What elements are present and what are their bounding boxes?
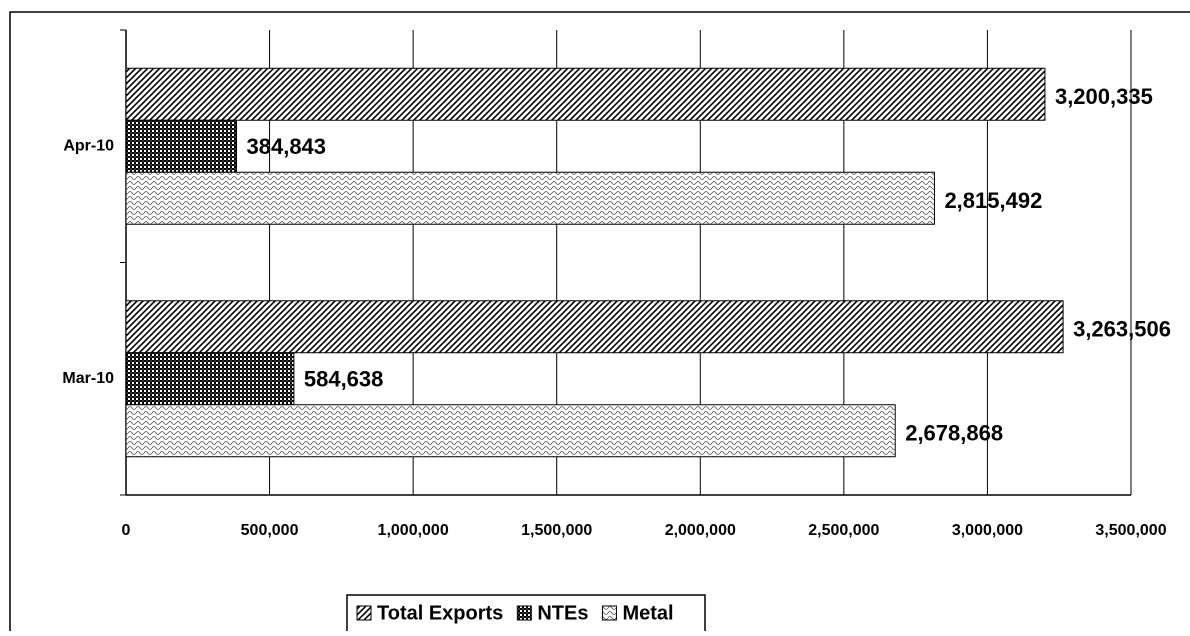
legend-label: Total Exports: [377, 602, 503, 624]
x-tick-label: 1,500,000: [521, 522, 592, 539]
bar: [125, 300, 1064, 354]
value-label: 2,815,492: [944, 188, 1042, 213]
category-label: Mar-10: [62, 370, 114, 387]
x-tick-label: 2,500,000: [808, 522, 879, 539]
legend-swatch: [516, 605, 532, 621]
value-label: 3,263,506: [1073, 317, 1171, 342]
value-label: 3,200,335: [1055, 84, 1153, 109]
legend-label: Metal: [622, 602, 673, 624]
legend-swatch: [601, 605, 617, 621]
legend-swatch: [356, 605, 372, 621]
x-tick-label: 3,500,000: [1095, 522, 1166, 539]
x-tick-label: 3,000,000: [952, 522, 1023, 539]
value-label: 384,843: [247, 134, 327, 159]
x-tick-label: 2,000,000: [665, 522, 736, 539]
bar: [125, 67, 1046, 121]
bar: [125, 404, 896, 458]
x-tick-label: 0: [122, 522, 131, 539]
chart-frame: [9, 11, 1190, 636]
bar: [125, 119, 238, 173]
x-tick-label: 500,000: [241, 522, 299, 539]
bar: [125, 352, 295, 406]
legend-label: NTEs: [537, 602, 588, 624]
bar: [125, 171, 935, 225]
category-label: Apr-10: [63, 137, 114, 154]
x-tick-label: 1,000,000: [378, 522, 449, 539]
value-label: 2,678,868: [905, 421, 1003, 446]
value-label: 584,638: [304, 367, 384, 392]
